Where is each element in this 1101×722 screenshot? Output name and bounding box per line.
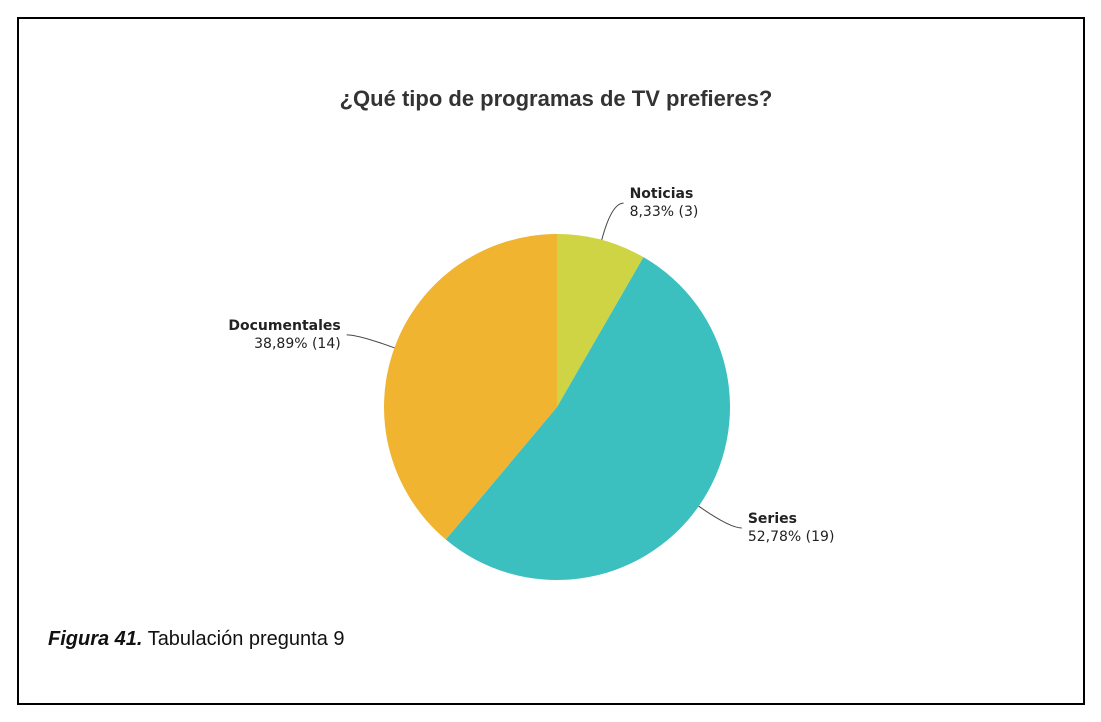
- leader-line: [601, 202, 624, 241]
- slice-category: Documentales: [228, 318, 340, 334]
- slice-category: Series: [748, 511, 797, 527]
- slice-category: Noticias: [630, 186, 694, 202]
- chart-title: ¿Qué tipo de programas de TV prefieres?: [340, 86, 773, 111]
- slice-value-label: 38,89% (14): [254, 336, 341, 352]
- pie-slice: [557, 234, 644, 407]
- pie-slice: [445, 257, 730, 580]
- leader-line: [346, 334, 395, 349]
- slice-value-label: 52,78% (19): [748, 529, 835, 545]
- slice-value-label: 8,33% (3): [630, 204, 699, 220]
- frame: [17, 17, 1085, 705]
- pie-slice: [383, 234, 557, 540]
- caption-text: Tabulación pregunta 9: [148, 628, 345, 650]
- caption: Figura 41. Tabulación pregunta 9: [48, 628, 345, 650]
- leader-line: [698, 505, 742, 529]
- caption-label: Figura 41.: [48, 628, 142, 650]
